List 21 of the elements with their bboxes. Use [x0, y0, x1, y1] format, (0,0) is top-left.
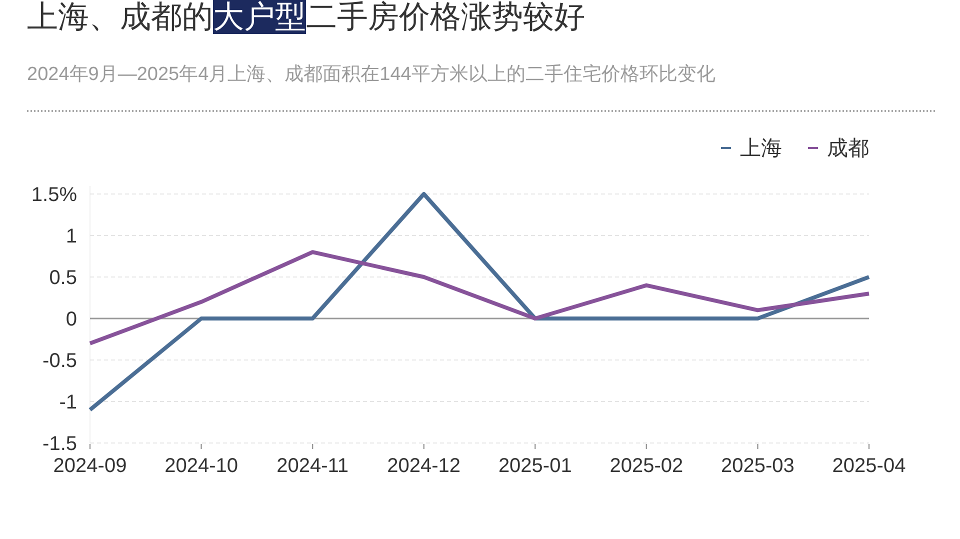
x-tick-label: 2025-03 — [721, 455, 794, 477]
y-tick-label: -1 — [59, 392, 77, 414]
y-tick-label: 0 — [66, 308, 77, 330]
y-tick-label: 1 — [66, 226, 77, 248]
x-tick-label: 2024-12 — [387, 455, 461, 477]
y-tick-label: -1.5 — [42, 433, 77, 455]
x-tick-label: 2025-04 — [832, 455, 906, 477]
legend-label: 上海 — [740, 137, 782, 160]
x-tick-label: 2024-09 — [53, 455, 127, 477]
y-tick-label: 0.5 — [49, 267, 77, 289]
line-series — [88, 192, 871, 412]
y-tick-label: 1.5% — [31, 184, 78, 206]
y-tick-label: -0.5 — [42, 350, 77, 372]
line-series — [88, 250, 871, 346]
x-tick-label: 2024-11 — [276, 455, 349, 477]
chart-subtitle: 2024年9月—2025年4月上海、成都面积在144平方米以上的二手住宅价格环比变化 — [27, 63, 716, 87]
legend-label: 成都 — [827, 137, 869, 160]
x-tick-label: 2025-02 — [610, 455, 684, 477]
x-tick-label: 2025-01 — [498, 455, 572, 477]
x-tick-label: 2024-10 — [164, 455, 238, 477]
chart-title: 上海、成都的大户型二手房价格涨势较好 — [27, 0, 585, 36]
